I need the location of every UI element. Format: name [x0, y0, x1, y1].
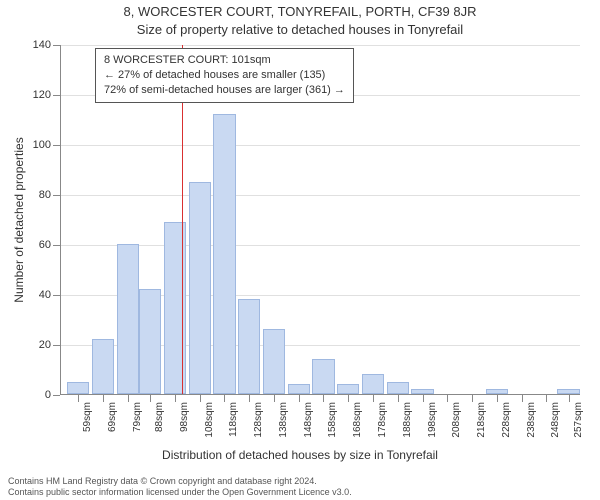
x-tick [373, 395, 374, 402]
x-axis-label: Distribution of detached houses by size … [0, 448, 600, 462]
x-tick [497, 395, 498, 402]
y-tick-label: 140 [33, 39, 51, 51]
histogram-bar [387, 382, 409, 395]
x-tick-label: 168sqm [352, 402, 363, 438]
y-tick [53, 345, 60, 346]
grid-line [61, 195, 580, 196]
x-tick [472, 395, 473, 402]
histogram-bar [411, 389, 433, 394]
x-tick-label: 208sqm [451, 402, 462, 438]
x-tick-label: 128sqm [253, 402, 264, 438]
grid-line [61, 145, 580, 146]
footer-line-1: Contains HM Land Registry data © Crown c… [8, 476, 592, 487]
histogram-bar [189, 182, 211, 395]
histogram-bar [362, 374, 384, 394]
histogram-bar [263, 329, 285, 394]
x-tick-label: 59sqm [82, 402, 93, 432]
histogram-bar [92, 339, 114, 394]
x-tick-label: 257sqm [573, 402, 584, 438]
histogram-bar [139, 289, 161, 394]
x-tick-label: 218sqm [476, 402, 487, 438]
x-tick [128, 395, 129, 402]
x-tick-label: 228sqm [501, 402, 512, 438]
histogram-bar [288, 384, 310, 394]
x-tick-label: 238sqm [526, 402, 537, 438]
histogram-bar [337, 384, 359, 394]
y-tick-label: 40 [39, 289, 51, 301]
y-tick-label: 100 [33, 139, 51, 151]
x-tick [569, 395, 570, 402]
x-tick-label: 248sqm [550, 402, 561, 438]
histogram-bar [557, 389, 579, 394]
y-tick [53, 195, 60, 196]
x-tick-label: 198sqm [427, 402, 438, 438]
x-tick-label: 188sqm [402, 402, 413, 438]
y-tick-label: 0 [45, 389, 51, 401]
y-tick-label: 20 [39, 339, 51, 351]
x-tick [224, 395, 225, 402]
y-tick [53, 145, 60, 146]
x-tick-label: 148sqm [303, 402, 314, 438]
histogram-bar [67, 382, 89, 395]
property-info-box: 8 WORCESTER COURT: 101sqm ← 27% of detac… [95, 48, 354, 103]
info-line-1: 8 WORCESTER COURT: 101sqm [104, 53, 345, 68]
x-tick-label: 108sqm [204, 402, 215, 438]
y-tick-label: 80 [39, 189, 51, 201]
x-tick [175, 395, 176, 402]
x-tick-label: 158sqm [327, 402, 338, 438]
x-tick [348, 395, 349, 402]
page-subtitle: Size of property relative to detached ho… [0, 22, 600, 37]
histogram-bar [312, 359, 334, 394]
y-tick-label: 120 [33, 89, 51, 101]
x-tick [522, 395, 523, 402]
footer-line-2: Contains public sector information licen… [8, 487, 592, 498]
x-tick [447, 395, 448, 402]
x-tick-label: 88sqm [154, 402, 165, 432]
x-tick [200, 395, 201, 402]
x-tick-label: 79sqm [132, 402, 143, 432]
x-tick [299, 395, 300, 402]
x-tick [150, 395, 151, 402]
x-tick [423, 395, 424, 402]
page-title-address: 8, WORCESTER COURT, TONYREFAIL, PORTH, C… [0, 4, 600, 19]
y-tick [53, 245, 60, 246]
x-tick [103, 395, 104, 402]
histogram-bar [486, 389, 508, 394]
y-tick [53, 95, 60, 96]
x-tick-label: 69sqm [107, 402, 118, 432]
x-tick [546, 395, 547, 402]
footer-attribution: Contains HM Land Registry data © Crown c… [0, 476, 600, 499]
x-tick [398, 395, 399, 402]
y-tick [53, 295, 60, 296]
histogram-bar [213, 114, 235, 394]
x-tick [78, 395, 79, 402]
histogram-bar [238, 299, 260, 394]
y-tick [53, 395, 60, 396]
x-tick-label: 118sqm [228, 402, 239, 437]
x-tick-label: 138sqm [278, 402, 289, 438]
histogram-bar [117, 244, 139, 394]
y-tick-label: 60 [39, 239, 51, 251]
x-tick-label: 98sqm [179, 402, 190, 432]
grid-line [61, 45, 580, 46]
y-axis-label: Number of detached properties [12, 137, 26, 302]
info-line-3: 72% of semi-detached houses are larger (… [104, 83, 345, 98]
x-tick [274, 395, 275, 402]
info-line-2: ← 27% of detached houses are smaller (13… [104, 68, 345, 83]
x-tick [249, 395, 250, 402]
y-tick [53, 45, 60, 46]
x-tick-label: 178sqm [377, 402, 388, 438]
x-tick [323, 395, 324, 402]
